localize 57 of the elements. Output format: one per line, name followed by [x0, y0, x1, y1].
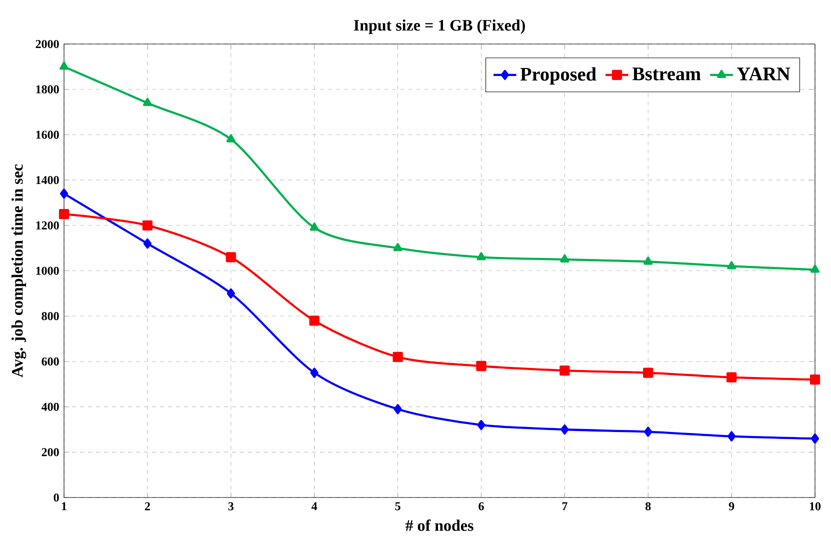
point — [560, 424, 569, 434]
point — [60, 188, 68, 199]
point — [60, 62, 69, 70]
point — [58, 208, 70, 220]
x-tick-label: 3 — [228, 502, 234, 510]
point — [477, 420, 486, 430]
y-tick-label: 1200 — [36, 221, 59, 230]
x-tick-label: 9 — [728, 502, 734, 510]
y-tick-label: 400 — [41, 402, 59, 411]
x-tick-label: 10 — [810, 502, 821, 510]
y-tick-label: 0 — [54, 493, 59, 502]
point — [644, 256, 653, 265]
y-tick-label: 2000 — [36, 40, 59, 48]
point — [226, 134, 236, 142]
y-tick-label: 1600 — [36, 130, 59, 139]
x-tick-label: 1 — [62, 502, 66, 510]
point — [643, 368, 654, 378]
point — [310, 368, 318, 378]
point — [810, 374, 820, 385]
y-tick-label: 200 — [42, 448, 59, 456]
y-tick-label: 1800 — [36, 85, 59, 94]
x-tick-label: 4 — [312, 502, 318, 510]
x-tick-label: 6 — [478, 502, 484, 510]
legend-label: YARN — [736, 67, 790, 80]
x-tick-label: 8 — [646, 502, 651, 510]
point — [226, 252, 236, 262]
point — [560, 254, 570, 262]
point — [810, 433, 820, 444]
point — [560, 365, 570, 376]
legend-label: Proposed — [520, 67, 596, 85]
x-tick-label: 5 — [395, 502, 400, 510]
x-tick-label: 7 — [562, 502, 568, 510]
chart-title: Input size = 1 GB (Fixed) — [354, 19, 525, 34]
point — [726, 372, 737, 382]
y-tick-label: 1000 — [36, 266, 59, 275]
point — [727, 431, 736, 442]
point — [727, 261, 736, 270]
point — [394, 404, 402, 414]
point — [226, 288, 235, 298]
y-tick-label: 1400 — [36, 176, 59, 184]
point — [476, 360, 486, 371]
point — [810, 264, 820, 273]
point — [644, 426, 652, 437]
x-tick-label: 2 — [144, 502, 150, 510]
point — [310, 222, 319, 231]
point — [143, 238, 152, 249]
y-tick-label: 600 — [42, 357, 59, 366]
point — [309, 315, 320, 326]
point — [142, 98, 152, 106]
legend-label: Bstream — [632, 67, 701, 80]
point — [476, 252, 486, 260]
y-axis-title: Avg. job completion time in sec — [12, 164, 26, 378]
point — [393, 242, 402, 252]
x-axis-title: # of nodes — [405, 519, 474, 531]
y-tick-label: 800 — [42, 312, 59, 320]
point — [142, 220, 153, 230]
point — [392, 352, 403, 362]
